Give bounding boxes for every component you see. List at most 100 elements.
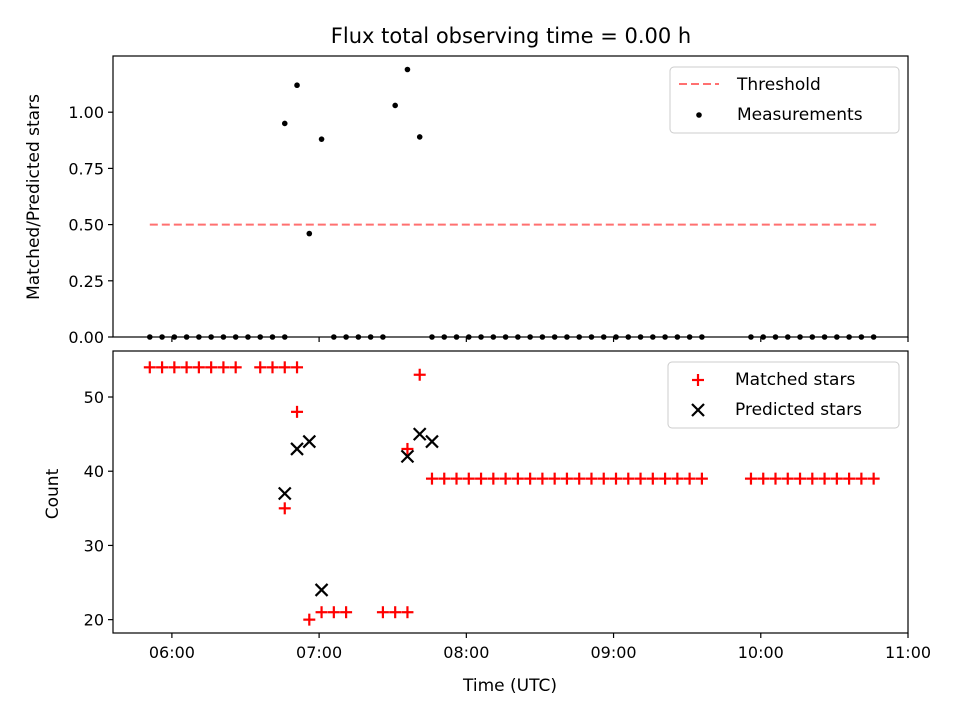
bottom-x-ticks: 06:00 07:00 08:00 09:00 10:00 11:00	[149, 633, 931, 662]
top-legend-box	[669, 66, 900, 134]
legend-matched-label: Matched stars	[735, 370, 855, 390]
matched-star-point	[867, 472, 880, 485]
matched-star-point	[622, 472, 635, 485]
matched-star-point	[475, 472, 488, 485]
bottom-x-tick-label: 06:00	[149, 643, 195, 662]
matched-star-point	[585, 472, 598, 485]
legend-threshold-label: Threshold	[736, 75, 821, 95]
matched-star-point	[401, 606, 414, 619]
matched-star-point	[818, 472, 831, 485]
matched-star-point	[487, 472, 500, 485]
matched-star-point	[156, 361, 169, 374]
measurements-legend-marker	[696, 112, 702, 118]
matched-star-point	[781, 472, 794, 485]
top-y-tick-label: 0.00	[68, 328, 104, 347]
legend-predicted-label: Predicted stars	[735, 400, 862, 420]
bottom-x-tick-label: 08:00	[443, 643, 489, 662]
matched-star-point	[376, 606, 389, 619]
top-chart-title: Flux total observing time = 0.00 h	[331, 24, 691, 48]
bottom-x-tick-label: 07:00	[296, 643, 342, 662]
matched-star-point	[315, 606, 328, 619]
matched-star-point	[340, 606, 353, 619]
matched-star-point	[524, 472, 537, 485]
top-chart-panel: Flux total observing time = 0.00 h Match…	[24, 24, 909, 347]
predicted-star-point	[277, 486, 292, 501]
bottom-plot-frame	[112, 350, 909, 634]
matched-star-point	[143, 361, 156, 374]
matched-star-point	[462, 472, 475, 485]
top-y-ticks: 0.00 0.25 0.50 0.75 1.00	[68, 103, 113, 347]
measurement-point	[318, 136, 325, 142]
matched-stars-legend-marker	[692, 374, 704, 386]
matched-star-point	[278, 502, 291, 515]
matched-star-point	[757, 472, 770, 485]
predicted-star-point	[314, 583, 329, 597]
matched-star-point	[855, 472, 868, 485]
measurement-point	[306, 230, 313, 237]
top-y-tick-label: 0.50	[68, 216, 104, 235]
measurement-point	[281, 120, 288, 127]
matched-star-point	[327, 606, 340, 619]
matched-star-point	[499, 472, 512, 485]
predicted-star-point	[412, 427, 427, 441]
bottom-y-tick-label: 30	[84, 536, 104, 555]
matched-star-point	[744, 472, 757, 485]
matched-star-point	[843, 472, 856, 485]
matched-star-point	[634, 472, 647, 485]
matched-star-point	[548, 472, 561, 485]
predicted-star-point	[425, 434, 439, 449]
matched-star-point	[205, 361, 218, 374]
top-y-tick-label: 0.25	[68, 272, 104, 291]
bottom-legend-box	[667, 361, 900, 429]
matched-star-point	[229, 361, 242, 374]
matched-star-point	[769, 472, 782, 485]
top-plot-frame	[112, 55, 909, 338]
matched-star-point	[450, 472, 463, 485]
matched-star-point	[830, 472, 843, 485]
matched-star-point	[794, 472, 807, 485]
top-y-axis-label: Matched/Predicted stars	[24, 94, 44, 300]
matched-star-point	[646, 472, 659, 485]
measurement-point	[416, 134, 423, 140]
top-legend: Threshold Measurements	[669, 66, 900, 134]
predicted-star-point	[400, 449, 415, 464]
top-y-tick-label: 1.00	[68, 103, 104, 122]
matched-star-point	[217, 361, 230, 374]
matched-star-point	[597, 472, 610, 485]
legend-measurements-label: Measurements	[737, 105, 863, 125]
bottom-y-axis-label: Count	[43, 468, 63, 519]
matched-star-point	[659, 472, 672, 485]
matched-star-point	[303, 613, 316, 626]
predicted-star-point	[302, 434, 317, 449]
measurement-point	[404, 66, 411, 73]
bottom-y-tick-label: 20	[84, 611, 104, 630]
matched-star-point	[401, 442, 414, 455]
bottom-plot-area	[143, 361, 880, 626]
matched-star-point	[511, 472, 524, 485]
matched-star-point	[291, 361, 304, 374]
matched-star-point	[536, 472, 549, 485]
matched-star-point	[610, 472, 623, 485]
predicted-stars-legend-marker	[691, 403, 705, 417]
bottom-y-tick-label: 40	[84, 462, 104, 481]
matched-star-point	[254, 361, 267, 374]
matched-star-point	[413, 368, 426, 381]
predicted-star-point	[290, 442, 304, 456]
matched-star-point	[278, 361, 291, 374]
matched-star-point	[389, 606, 402, 619]
bottom-x-tick-label: 10:00	[738, 643, 784, 662]
matched-star-point	[683, 472, 696, 485]
measurement-point	[392, 102, 398, 109]
measurement-point	[294, 82, 300, 89]
matched-star-point	[438, 472, 451, 485]
matched-star-point	[192, 361, 205, 374]
bottom-x-tick-label: 09:00	[591, 643, 637, 662]
bottom-legend: Matched stars Predicted stars	[667, 361, 900, 429]
matched-star-point	[266, 361, 279, 374]
matched-star-point	[671, 472, 684, 485]
matched-star-point	[806, 472, 819, 485]
matched-star-point	[573, 472, 586, 485]
bottom-y-ticks: 20 30 40 50	[84, 388, 113, 630]
bottom-y-tick-label: 50	[84, 388, 104, 407]
